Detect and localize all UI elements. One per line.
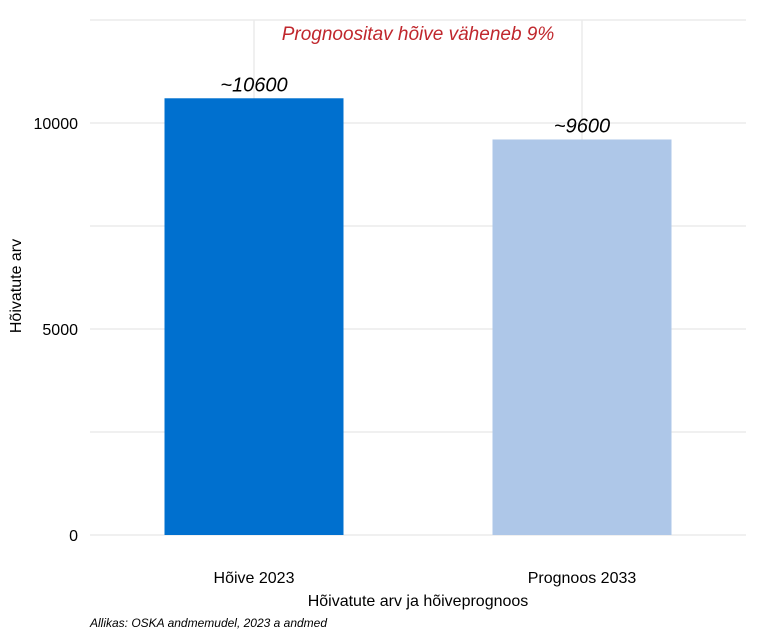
x-tick-label: Prognoos 2033 — [528, 570, 637, 587]
y-tick-label: 10000 — [34, 116, 79, 133]
x-axis-ticks: Hõive 2023 Prognoos 2033 — [214, 570, 637, 587]
bar — [164, 98, 344, 535]
data-label: ~9600 — [554, 115, 610, 137]
x-axis-label: Hõivatute arv ja hõiveprognoos — [308, 593, 529, 610]
y-axis-ticks: 0 5000 10000 — [34, 116, 79, 545]
bars — [164, 98, 672, 536]
bar — [492, 139, 672, 536]
data-labels: ~10600 ~9600 — [220, 74, 610, 137]
y-tick-label: 5000 — [42, 322, 78, 339]
data-label: ~10600 — [220, 74, 287, 96]
y-axis-label: Hõivatute arv — [8, 239, 25, 333]
x-tick-label: Hõive 2023 — [214, 570, 295, 587]
y-tick-label: 0 — [69, 528, 78, 545]
chart-annotation: Prognoositav hõive väheneb 9% — [282, 24, 555, 45]
source-caption: Allikas: OSKA andmemudel, 2023 a andmed — [90, 616, 328, 630]
